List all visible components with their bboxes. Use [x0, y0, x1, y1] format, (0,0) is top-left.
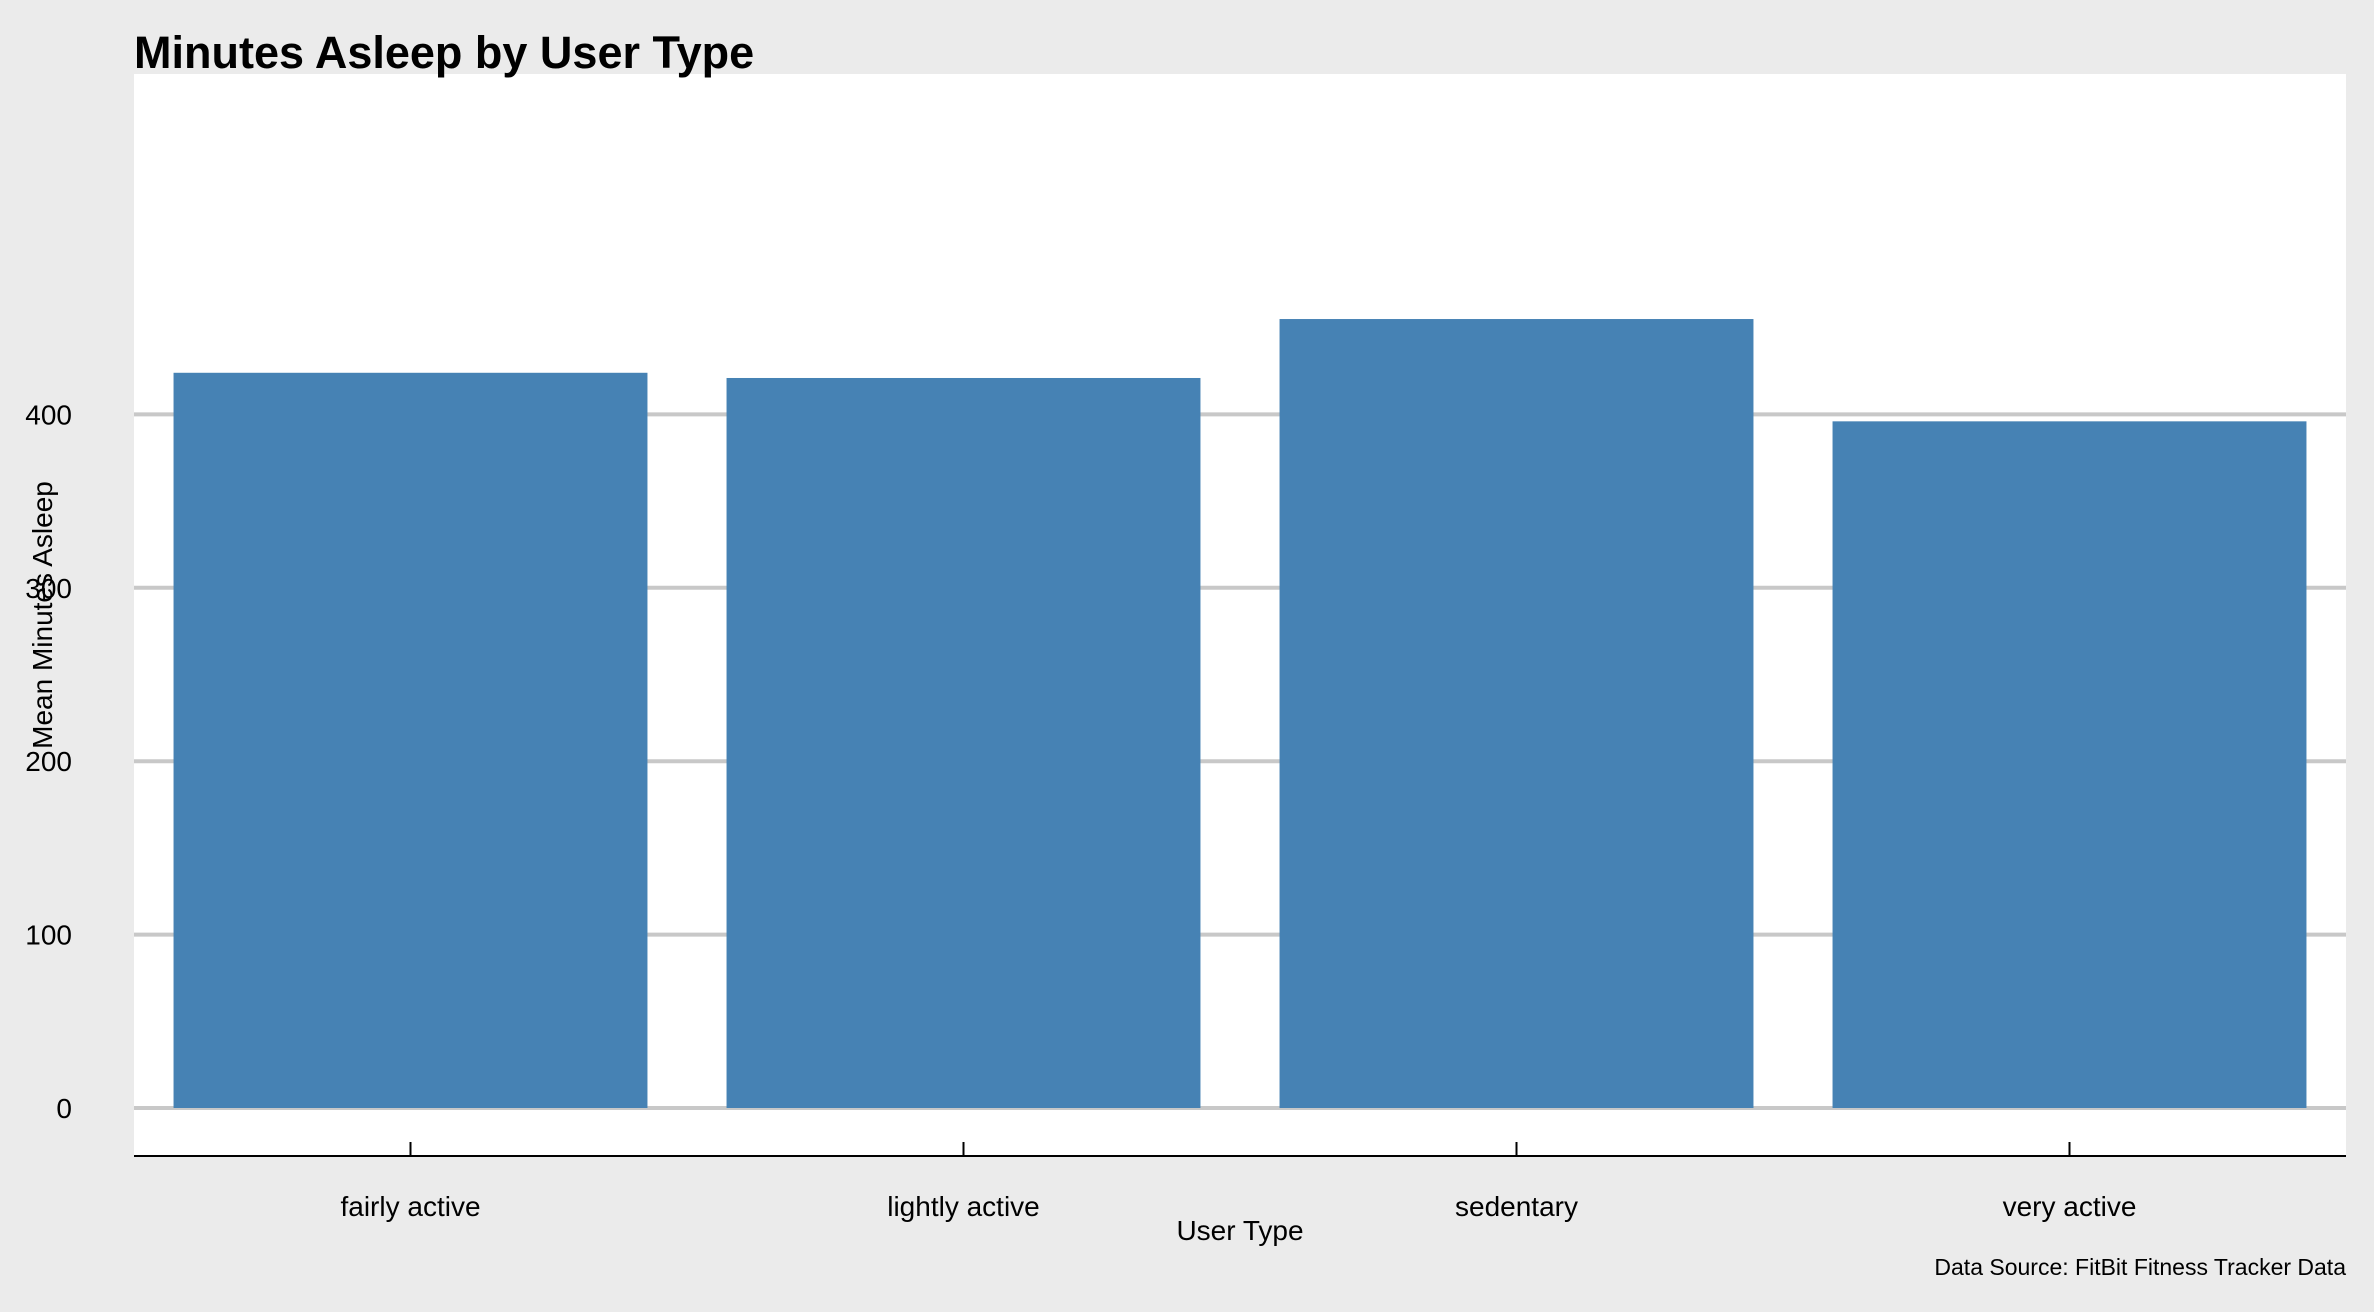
bar-sedentary [1279, 319, 1754, 1108]
bar-fairly-active [173, 372, 648, 1108]
bars [173, 319, 2307, 1109]
x-tick-label: fairly active [340, 1191, 480, 1222]
y-tick-label: 400 [25, 399, 72, 430]
y-tick-label: 0 [56, 1093, 72, 1124]
bar-lightly-active [726, 377, 1201, 1109]
x-tick-label: sedentary [1455, 1191, 1578, 1222]
x-ticks: fairly active lightly active sedentary very… [340, 1142, 2136, 1222]
x-axis-title: User Type [1176, 1215, 1303, 1246]
y-tick-label: 200 [25, 746, 72, 777]
x-tick-label: lightly active [887, 1191, 1040, 1222]
y-tick-label: 300 [25, 573, 72, 604]
y-tick-label: 100 [25, 920, 72, 951]
x-tick-label: very active [2003, 1191, 2137, 1222]
chart-title: Minutes Asleep by User Type [134, 27, 754, 78]
y-tick-labels: 0 100 200 300 400 [25, 399, 72, 1124]
y-axis-title: Mean Minutes Asleep [27, 481, 58, 749]
bar-very-active [1832, 421, 2307, 1108]
data-source-caption: Data Source: FitBit Fitness Tracker Data [1934, 1254, 2346, 1280]
